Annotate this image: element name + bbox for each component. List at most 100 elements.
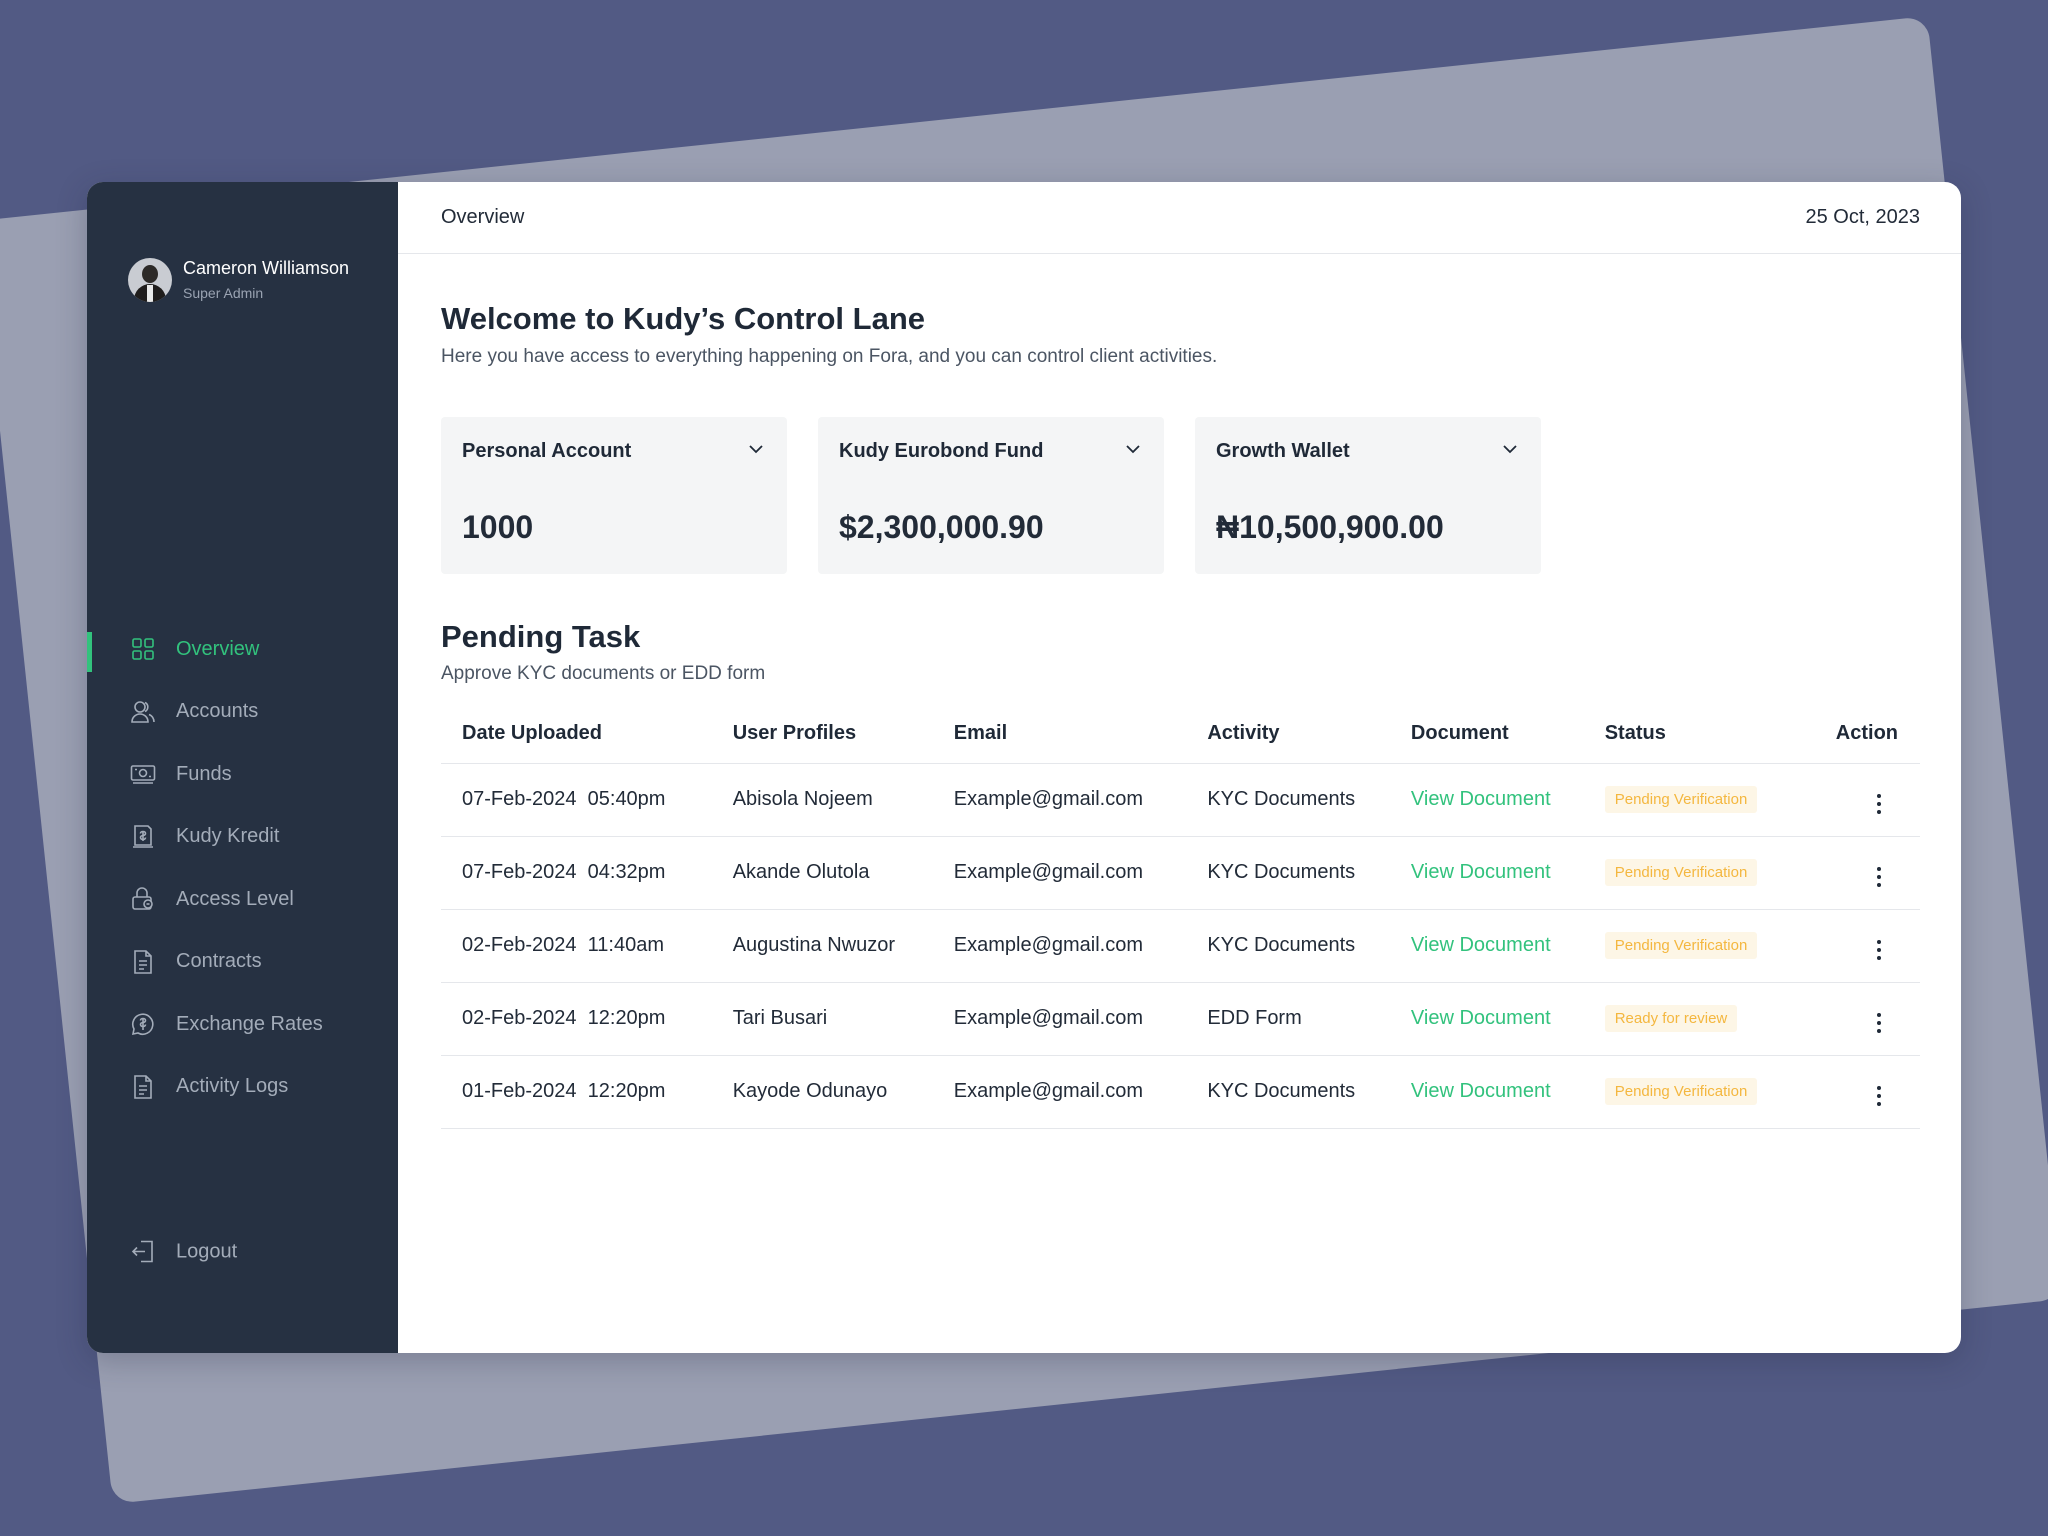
status-badge: Pending Verification [1604, 932, 1758, 959]
status-badge: Pending Verification [1604, 1078, 1758, 1105]
breadcrumb: Overview [441, 206, 525, 228]
user-cell: Augustina Nwuzor [711, 909, 933, 983]
sidebar: Cameron Williamson Super Admin Overview [87, 182, 398, 1353]
account-card-value: 1000 [462, 509, 534, 545]
column-header: Status [1583, 704, 1794, 764]
logout-icon [130, 1239, 156, 1265]
column-header: Document [1389, 704, 1584, 764]
view-document-link[interactable]: View Document [1410, 788, 1551, 810]
status-badge: Ready for review [1604, 1005, 1738, 1032]
email-cell: Example@gmail.com [932, 1055, 1187, 1129]
account-card-title: Personal Account [462, 440, 632, 462]
account-card[interactable]: Kudy Eurobond Fund $2,300,000.90 [818, 417, 1164, 574]
activity-cell: KYC Documents [1186, 909, 1390, 983]
activity-cell: KYC Documents [1186, 763, 1390, 837]
user-profile[interactable]: Cameron Williamson Super Admin [128, 256, 349, 303]
date-cell: 07-Feb-2024 04:32pm [441, 836, 712, 910]
currency-icon [130, 1011, 156, 1037]
user-role: Super Admin [183, 285, 264, 301]
logout-button[interactable]: Logout [87, 1221, 398, 1284]
column-header: Date Uploaded [441, 704, 712, 764]
page-subtitle: Here you have access to everything happe… [441, 346, 1218, 367]
pending-task-table: Date Uploaded User Profiles Email Activi… [441, 704, 1920, 1129]
sidebar-item-contracts[interactable]: Contracts [87, 931, 398, 994]
account-card[interactable]: Growth Wallet ₦10,500,900.00 [1195, 417, 1541, 574]
page-title: Welcome to Kudy’s Control Lane [441, 301, 925, 336]
sidebar-item-label: Kudy Kredit [176, 825, 280, 848]
status-badge: Pending Verification [1604, 786, 1758, 813]
sidebar-item-activity-logs[interactable]: Activity Logs [87, 1056, 398, 1119]
account-card-title: Growth Wallet [1216, 440, 1350, 462]
column-header: User Profiles [711, 704, 933, 764]
account-card-value: ₦10,500,900.00 [1216, 509, 1444, 545]
sidebar-item-label: Activity Logs [176, 1075, 289, 1098]
sidebar-item-exchange-rates[interactable]: Exchange Rates [87, 993, 398, 1056]
main-content: Overview 25 Oct, 2023 Welcome to Kudy’s … [398, 182, 1961, 1353]
user-name: Cameron Williamson [183, 258, 350, 278]
users-icon [130, 699, 156, 725]
chevron-down-icon[interactable] [746, 439, 766, 464]
account-card-title: Kudy Eurobond Fund [839, 440, 1044, 462]
lock-icon [130, 886, 156, 912]
receipt-icon [130, 824, 156, 850]
document-icon [130, 949, 156, 975]
table-row: 01-Feb-2024 12:20pm Kayode Odunayo Examp… [441, 1055, 1920, 1129]
log-icon [130, 1074, 156, 1100]
grid-icon [130, 636, 156, 662]
avatar [128, 257, 172, 302]
email-cell: Example@gmail.com [932, 982, 1187, 1056]
user-cell: Akande Olutola [711, 836, 933, 910]
chevron-down-icon[interactable] [1123, 439, 1143, 464]
chevron-down-icon[interactable] [1500, 439, 1520, 464]
pending-task-section: Pending Task Approve KYC documents or ED… [398, 574, 1961, 685]
column-header: Activity [1186, 704, 1390, 764]
view-document-link[interactable]: View Document [1410, 861, 1551, 883]
sidebar-item-funds[interactable]: Funds [87, 743, 398, 806]
table-row: 07-Feb-2024 05:40pm Abisola Nojeem Examp… [441, 763, 1920, 837]
activity-cell: KYC Documents [1186, 836, 1390, 910]
welcome-section: Welcome to Kudy’s Control Lane Here you … [398, 254, 1961, 371]
column-header: Action [1793, 704, 1920, 764]
sidebar-item-label: Overview [176, 637, 260, 660]
table-header-row: Date Uploaded User Profiles Email Activi… [441, 704, 1920, 764]
logout-label: Logout [176, 1240, 238, 1263]
more-options-icon[interactable] [1871, 1009, 1887, 1037]
sidebar-item-access-level[interactable]: Access Level [87, 868, 398, 931]
sidebar-item-overview[interactable]: Overview [87, 618, 398, 681]
view-document-link[interactable]: View Document [1410, 1080, 1551, 1102]
email-cell: Example@gmail.com [932, 763, 1187, 837]
account-card-value: $2,300,000.90 [839, 509, 1044, 545]
sidebar-nav: Overview Accounts Funds [87, 618, 398, 1118]
date-cell: 02-Feb-2024 11:40am [441, 909, 712, 983]
table-row: 02-Feb-2024 12:20pm Tari Busari Example@… [441, 982, 1920, 1056]
column-header: Email [932, 704, 1187, 764]
account-card[interactable]: Personal Account 1000 [441, 417, 787, 574]
more-options-icon[interactable] [1871, 936, 1887, 964]
date-cell: 02-Feb-2024 12:20pm [441, 982, 712, 1056]
status-badge: Pending Verification [1604, 859, 1758, 886]
app-window: Cameron Williamson Super Admin Overview [87, 182, 1961, 1353]
current-date: 25 Oct, 2023 [1805, 206, 1920, 228]
table-row: 07-Feb-2024 04:32pm Akande Olutola Examp… [441, 836, 1920, 910]
view-document-link[interactable]: View Document [1410, 934, 1551, 956]
email-cell: Example@gmail.com [932, 836, 1187, 910]
more-options-icon[interactable] [1871, 790, 1887, 818]
money-icon [130, 761, 156, 787]
view-document-link[interactable]: View Document [1410, 1007, 1551, 1029]
user-cell: Abisola Nojeem [711, 763, 933, 837]
sidebar-item-kudy-kredit[interactable]: Kudy Kredit [87, 806, 398, 869]
account-cards: Personal Account 1000 Kudy Eurobond Fund… [398, 371, 1961, 574]
date-cell: 07-Feb-2024 05:40pm [441, 763, 712, 837]
activity-cell: EDD Form [1186, 982, 1390, 1056]
sidebar-item-label: Accounts [176, 700, 259, 723]
date-cell: 01-Feb-2024 12:20pm [441, 1055, 712, 1129]
user-cell: Tari Busari [711, 982, 933, 1056]
sidebar-item-label: Funds [176, 762, 232, 785]
more-options-icon[interactable] [1871, 863, 1887, 891]
sidebar-item-accounts[interactable]: Accounts [87, 681, 398, 744]
table-row: 02-Feb-2024 11:40am Augustina Nwuzor Exa… [441, 909, 1920, 983]
top-bar: Overview 25 Oct, 2023 [398, 182, 1961, 254]
more-options-icon[interactable] [1871, 1082, 1887, 1110]
email-cell: Example@gmail.com [932, 909, 1187, 983]
sidebar-item-label: Access Level [176, 887, 294, 910]
